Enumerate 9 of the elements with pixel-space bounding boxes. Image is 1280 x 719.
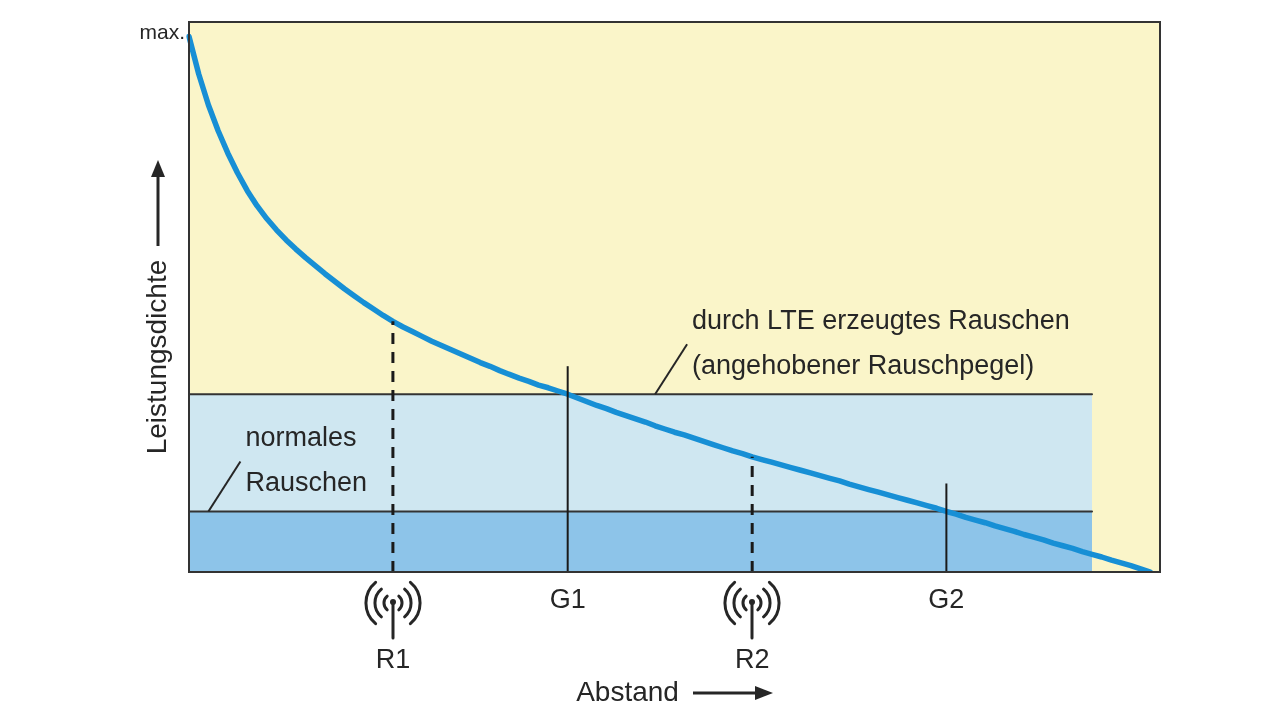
x-tick-label: R1 xyxy=(375,644,411,675)
series-label: normales Rauschen xyxy=(245,422,368,498)
series-label: durch LTE erzeugtes Rauschen (angehobener Rauschpegel) xyxy=(692,305,1070,381)
x-tick-label: G2 xyxy=(928,584,965,615)
text: max. xyxy=(139,19,185,43)
x-tick-label: R2 xyxy=(734,644,770,675)
y-axis-title: Leistungsdichte xyxy=(140,259,172,455)
x-tick-label: G1 xyxy=(549,584,586,615)
x-axis-title: Abstand xyxy=(576,675,679,707)
